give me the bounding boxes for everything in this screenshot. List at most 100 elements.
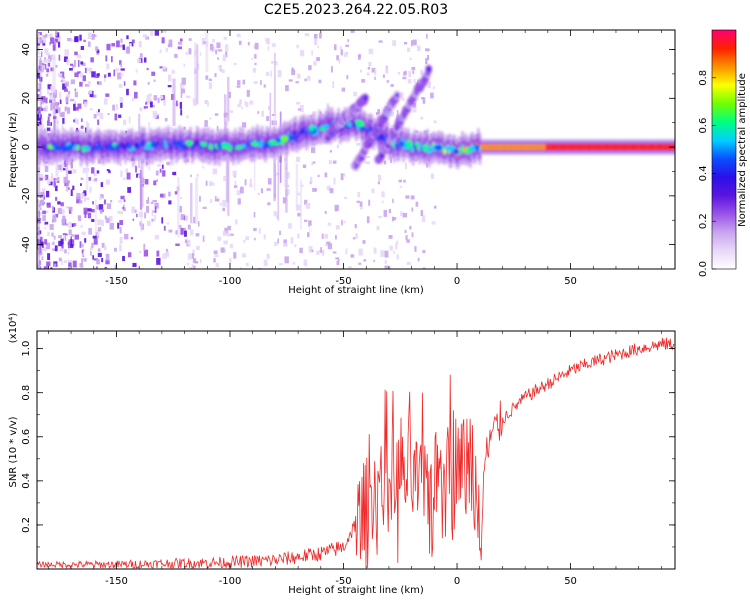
heatmap-noise-cell xyxy=(37,69,41,73)
heatmap-noise-cell xyxy=(188,240,191,247)
ridge-core-cell xyxy=(513,143,517,151)
heatmap-noise-cell xyxy=(103,199,107,205)
heatmap-noise-cell xyxy=(364,161,369,164)
heatmap-noise-cell xyxy=(324,156,326,164)
heatmap-noise-cell xyxy=(118,200,123,203)
heatmap-noise-cell xyxy=(146,205,150,213)
heatmap-noise-cell xyxy=(87,67,90,71)
heatmap-noise-cell xyxy=(81,231,86,236)
heatmap-noise-cell xyxy=(92,200,94,205)
heatmap-noise-cell xyxy=(71,239,75,247)
heatmap-noise-cell xyxy=(167,74,172,82)
heatmap-noise-cell xyxy=(233,237,236,244)
ridge-core-cell xyxy=(60,143,64,150)
heatmap-noise-cell xyxy=(73,119,76,123)
heatmap-noise-cell xyxy=(143,249,149,257)
heatmap-noise-cell xyxy=(181,169,184,174)
heatmap-noise-cell xyxy=(82,75,86,82)
heatmap-noise-cell xyxy=(47,62,51,67)
ridge-blob xyxy=(355,119,360,125)
heatmap-noise-cell xyxy=(98,227,102,232)
heatmap-noise-cell xyxy=(263,259,268,266)
heatmap-noise-cell xyxy=(309,180,312,185)
heatmap-noise-cell xyxy=(401,97,405,101)
heatmap-noise-cell xyxy=(156,250,160,257)
heatmap-noise-cell xyxy=(400,211,403,216)
heatmap-noise-cell xyxy=(64,49,69,56)
heatmap-noise-cell xyxy=(68,170,72,174)
heatmap-noise-cell xyxy=(343,196,348,199)
heatmap-noise-cell xyxy=(66,107,71,114)
ridge-core-cell xyxy=(523,143,526,151)
heatmap-noise-cell xyxy=(72,185,75,190)
heatmap-noise-cell xyxy=(353,186,357,191)
heatmap-noise-cell xyxy=(161,164,164,169)
heatmap-noise-cell xyxy=(285,85,289,92)
ridge-core-cell xyxy=(167,138,170,146)
heatmap-noise-cell xyxy=(371,188,375,194)
heatmap-noise-cell xyxy=(87,41,91,47)
ridge-core-cell xyxy=(426,142,429,149)
ridge-core-cell xyxy=(141,139,145,147)
x-tick-label: -150 xyxy=(105,576,128,587)
heatmap-noise-cell xyxy=(73,223,76,227)
heatmap-noise-cell xyxy=(239,186,244,194)
heatmap-noise-cell xyxy=(171,69,175,74)
heatmap-noise-cell xyxy=(56,102,59,110)
heatmap-noise-cell xyxy=(63,176,68,184)
heatmap-noise-cell xyxy=(374,68,377,76)
heatmap-noise-cell xyxy=(175,243,180,246)
heatmap-noise-cell xyxy=(290,237,294,244)
heatmap-noise-cell xyxy=(49,92,52,97)
heatmap-noise-cell xyxy=(114,264,117,269)
heatmap-noise-cell xyxy=(374,76,376,80)
heatmap-noise-cell xyxy=(61,249,64,252)
heatmap-noise-cell xyxy=(50,67,54,72)
heatmap-noise-cell xyxy=(313,33,318,39)
ridge-blob xyxy=(275,137,281,143)
snr-panel: -150 -100 -50 0 50 0.2 0.4 0.6 0.8 1.0 Height of… xyxy=(8,313,676,596)
ridge-core-cell xyxy=(296,135,299,143)
heatmap-noise-cell xyxy=(46,190,50,198)
heatmap-noise-cell xyxy=(343,52,348,57)
heatmap-noise-cell xyxy=(329,257,333,262)
x-tick-label: -50 xyxy=(335,576,351,587)
ridge-core-cell xyxy=(205,146,208,153)
heatmap-noise-cell xyxy=(119,220,124,225)
ridge-core-cell xyxy=(521,143,525,151)
heatmap-noise-cell xyxy=(219,103,221,110)
heatmap-noise-cell xyxy=(39,37,43,44)
heatmap-noise-cell xyxy=(332,160,337,164)
heatmap-noise-cell xyxy=(154,214,156,222)
heatmap-noise-cell xyxy=(103,245,107,251)
heatmap-noise-cell xyxy=(84,211,87,219)
ridge-blob xyxy=(426,148,434,153)
heatmap-noise-cell xyxy=(377,174,382,181)
heatmap-noise-cell xyxy=(64,81,69,87)
heatmap-noise-cell xyxy=(51,232,54,237)
heatmap-noise-cell xyxy=(233,62,237,65)
ridge-core-cell xyxy=(515,143,518,151)
heatmap-noise-cell xyxy=(62,83,67,90)
ridge-core-cell xyxy=(516,143,520,151)
heatmap-noise-cell xyxy=(317,45,320,49)
heatmap-noise-cell xyxy=(104,267,108,269)
ridge-core-cell xyxy=(571,143,574,151)
ridge-core-cell xyxy=(482,143,485,151)
heatmap-noise-cell xyxy=(50,122,52,126)
heatmap-noise-cell xyxy=(380,250,385,257)
heatmap-noise-cell xyxy=(114,247,117,252)
heatmap-noise-cell xyxy=(358,248,363,256)
heatmap-noise-cell xyxy=(44,210,49,214)
heatmap-noise-cell xyxy=(75,223,78,226)
ridge-core-cell xyxy=(119,142,123,149)
heatmap-noise-cell xyxy=(41,107,44,114)
heatmap-noise-cell xyxy=(92,34,97,37)
heatmap-noise-cell xyxy=(383,160,387,165)
heatmap-noise-cell xyxy=(81,258,83,265)
heatmap-noise-cell xyxy=(327,222,331,226)
heatmap-noise-cell xyxy=(378,40,383,43)
ridge-core-cell xyxy=(563,143,566,151)
ridge-core-cell xyxy=(585,143,588,151)
